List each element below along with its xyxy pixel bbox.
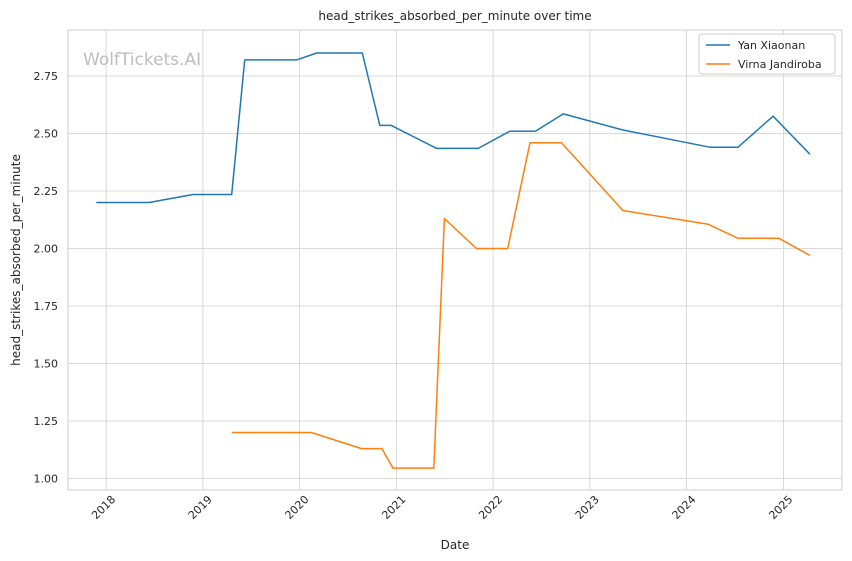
x-axis-label: Date <box>441 538 470 552</box>
series-line <box>96 52 811 204</box>
legend-label: Yan Xiaonan <box>737 39 805 52</box>
y-axis-label: head_strikes_absorbed_per_minute <box>9 154 23 366</box>
y-tick-label: 2.50 <box>34 128 59 141</box>
series-lines <box>96 52 811 469</box>
y-tick-label: 2.00 <box>34 243 59 256</box>
watermark: WolfTickets.AI <box>83 50 201 70</box>
series-line <box>231 141 811 469</box>
y-tick-label: 1.25 <box>34 415 59 428</box>
y-tick-label: 1.00 <box>34 473 59 486</box>
legend-box <box>698 33 836 75</box>
legend: Yan Xiaonan Virna Jandiroba <box>698 33 836 75</box>
y-tick-label: 1.50 <box>34 358 59 371</box>
y-tick-label: 2.25 <box>34 185 59 198</box>
y-tick-label: 1.75 <box>34 300 59 313</box>
plot-frame <box>67 29 843 491</box>
tick-labels: 2018 2019 2020 2021 2022 2023 2024 20251.001.25… <box>34 70 796 522</box>
y-tick-label: 2.75 <box>34 70 59 83</box>
legend-label: Virna Jandiroba <box>738 58 822 71</box>
chart-title: head_strikes_absorbed_per_minute over ti… <box>318 9 591 23</box>
grid <box>68 30 842 490</box>
